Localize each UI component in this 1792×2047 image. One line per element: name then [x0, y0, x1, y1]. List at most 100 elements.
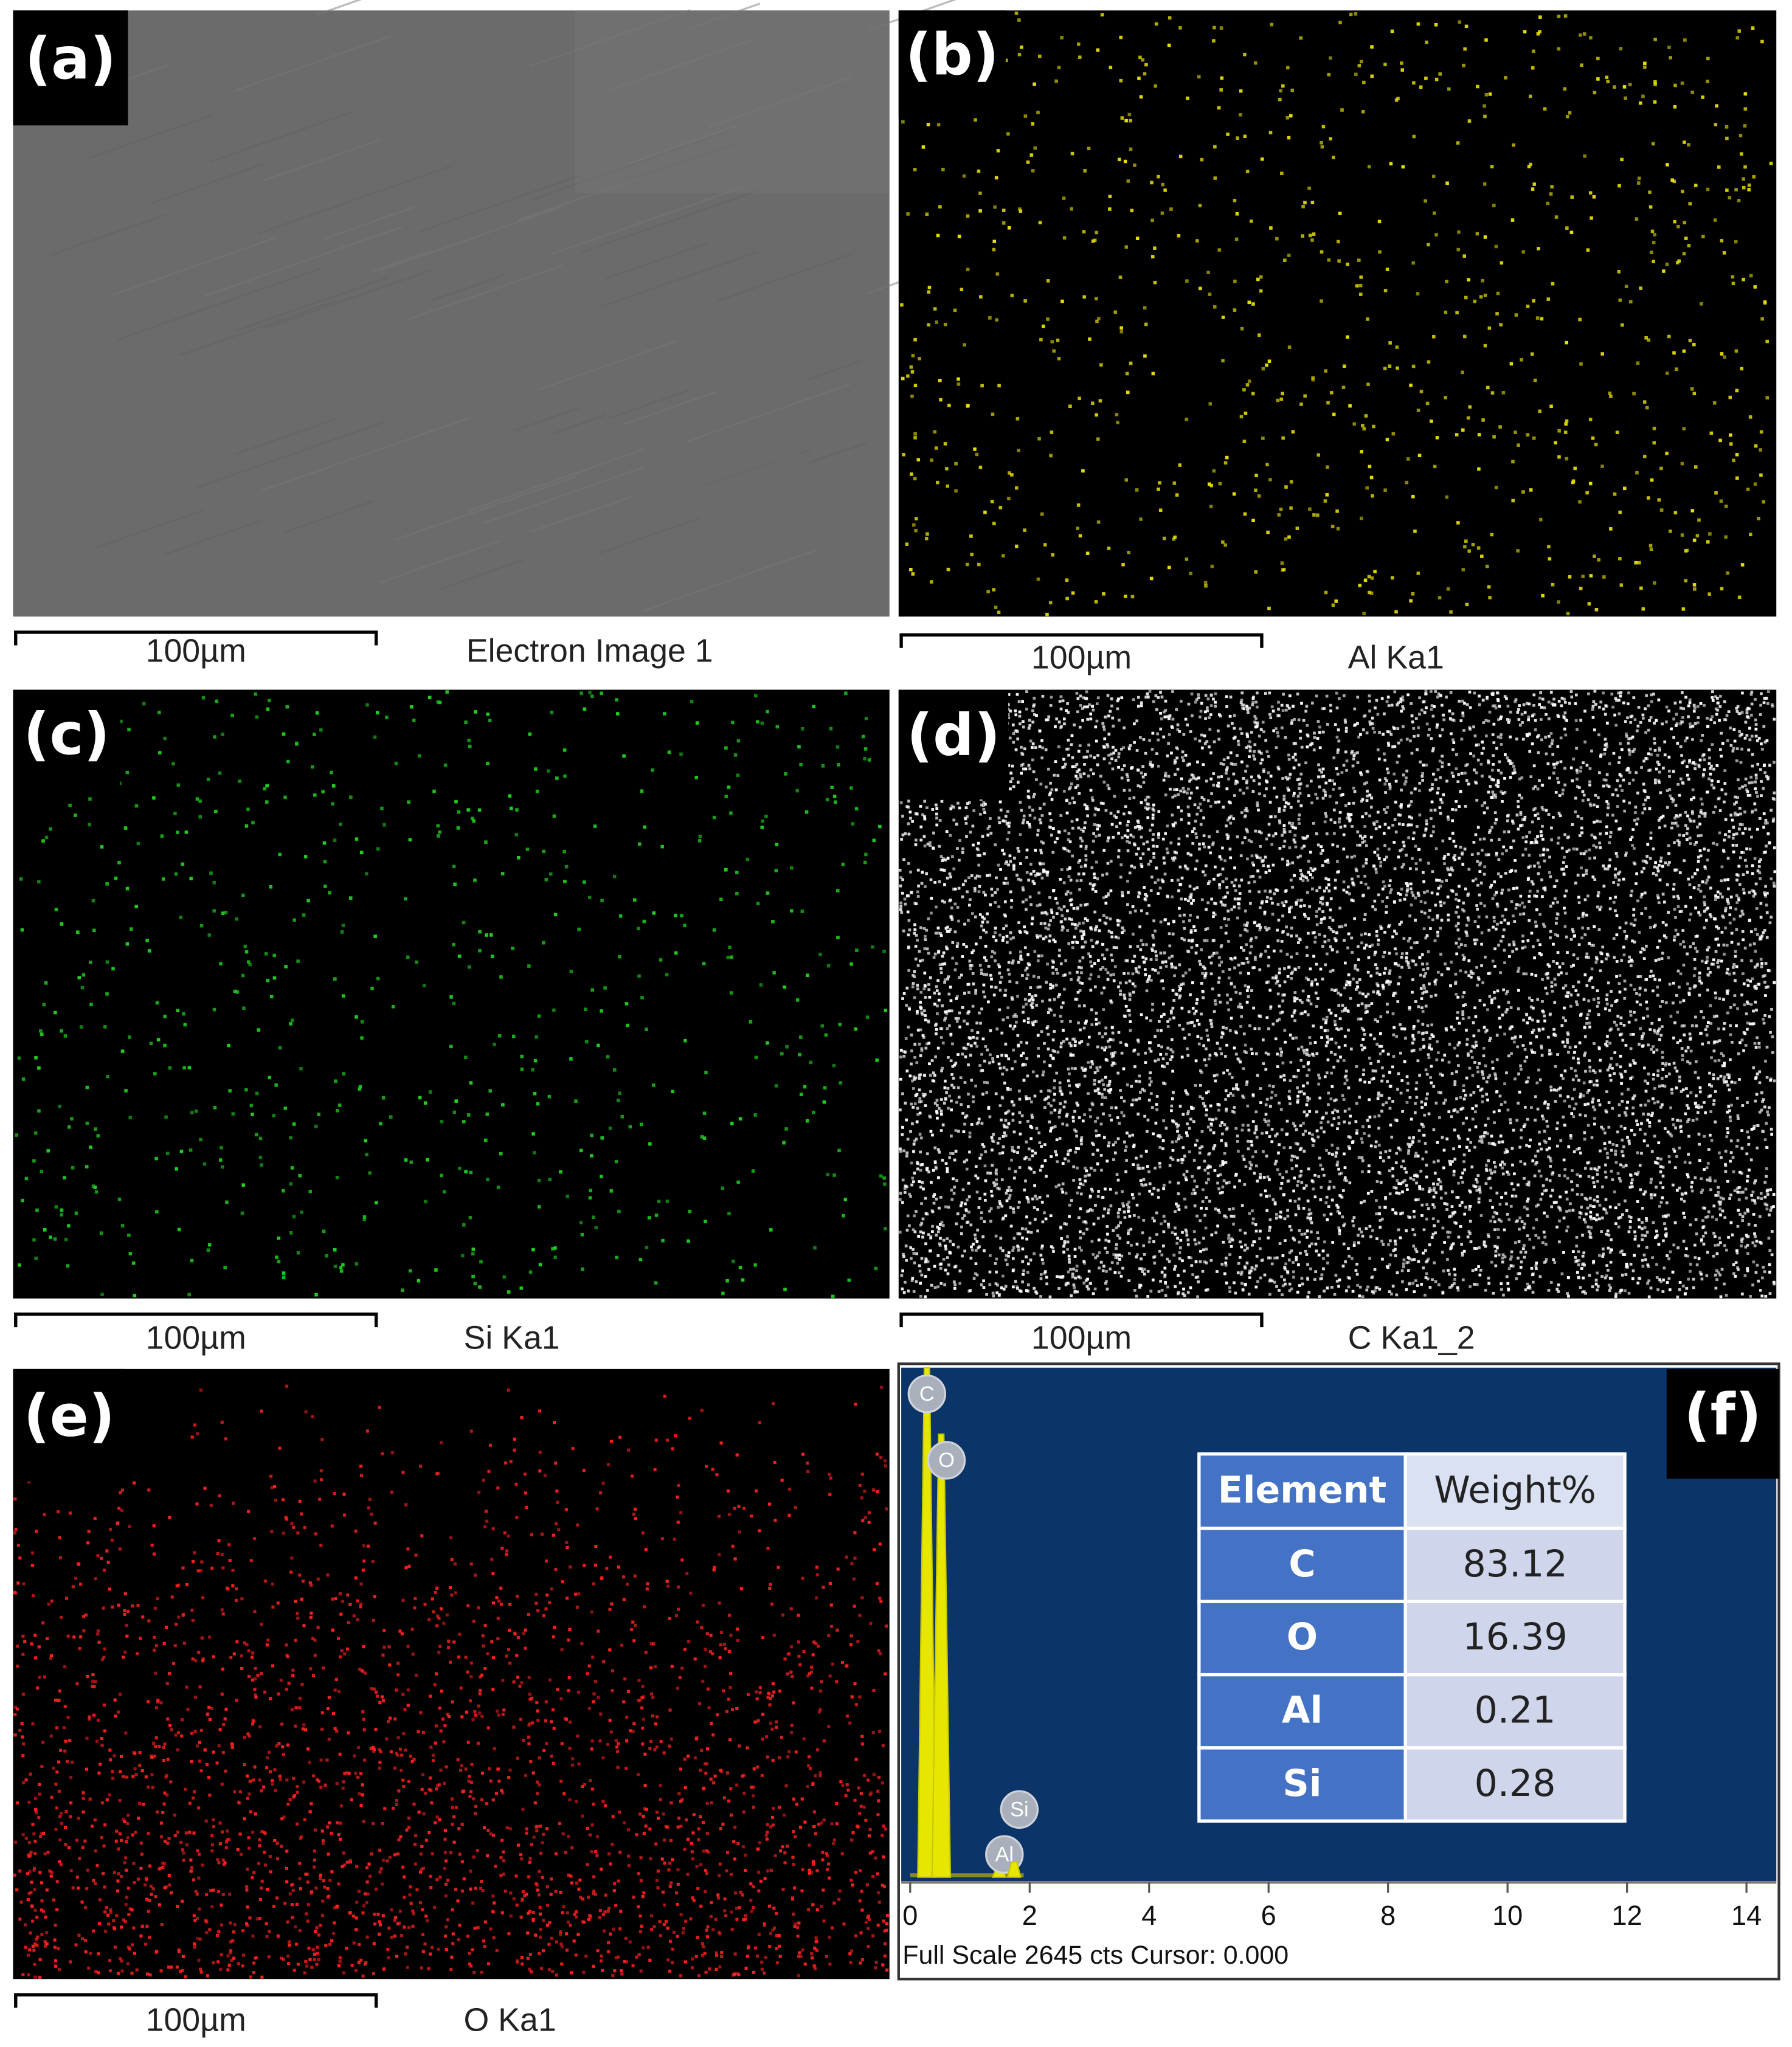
element-dot: [1210, 1233, 1214, 1237]
element-dot: [1564, 717, 1567, 721]
element-dot: [1733, 994, 1737, 997]
element-dot: [1588, 1021, 1591, 1025]
element-dot: [1577, 1250, 1580, 1254]
element-dot: [1550, 185, 1554, 188]
element-dot: [1446, 587, 1450, 591]
element-dot: [957, 377, 960, 381]
element-dot: [826, 964, 831, 968]
element-dot: [1060, 920, 1063, 923]
element-dot: [509, 806, 513, 810]
element-dot: [1416, 571, 1420, 575]
element-dot: [798, 1035, 803, 1039]
element-dot: [1160, 1253, 1164, 1257]
element-dot: [989, 1220, 992, 1223]
element-dot: [1361, 109, 1365, 114]
element-dot: [1552, 959, 1555, 963]
element-dot: [1468, 1128, 1472, 1132]
element-dot: [1304, 761, 1307, 765]
element-dot: [1719, 1196, 1723, 1200]
element-dot: [1723, 838, 1726, 842]
element-dot: [1280, 1051, 1284, 1054]
element-dot: [1710, 1139, 1714, 1142]
element-dot: [1040, 814, 1044, 817]
element-dot: [1041, 694, 1045, 698]
element-dot: [1088, 882, 1092, 886]
element-dot: [1629, 964, 1633, 967]
element-dot: [1483, 343, 1487, 348]
element-dot: [1028, 825, 1032, 829]
element-dot: [1324, 812, 1327, 815]
element-dot: [1214, 705, 1217, 708]
element-dot: [938, 1242, 941, 1246]
element-dot: [1633, 918, 1637, 922]
element-dot: [187, 1293, 191, 1297]
element-dot: [1759, 958, 1763, 961]
element-dot: [1173, 851, 1177, 854]
element-dot: [927, 285, 932, 289]
element-dot: [1298, 1229, 1301, 1232]
element-dot: [1364, 1006, 1368, 1010]
element-dot: [39, 1029, 43, 1033]
element-dot: [235, 917, 238, 921]
element-dot: [1357, 1156, 1361, 1159]
element-dot: [941, 1123, 945, 1127]
element-dot: [24, 1176, 29, 1181]
element-dot: [901, 833, 905, 837]
element-dot: [1413, 734, 1416, 738]
element-dot: [1050, 1008, 1053, 1012]
element-dot: [950, 1189, 953, 1192]
element-dot: [1589, 574, 1593, 578]
element-dot: [1292, 1189, 1295, 1193]
element-dot: [910, 1102, 913, 1106]
element-dot: [1410, 1143, 1413, 1146]
element-dot: [1349, 12, 1353, 16]
element-dot: [1583, 1263, 1586, 1267]
element-dot: [1089, 989, 1093, 992]
element-dot: [1627, 767, 1630, 770]
element-dot: [1434, 903, 1437, 907]
element-dot: [1636, 181, 1641, 185]
element-dot: [1025, 707, 1028, 711]
element-dot: [1617, 691, 1621, 695]
element-dot: [1659, 1165, 1662, 1168]
element-dot: [1667, 844, 1670, 847]
label-box: [13, 10, 128, 126]
element-dot: [1258, 830, 1261, 834]
element-dot: [1013, 1060, 1017, 1063]
element-dot: [584, 1040, 589, 1044]
element-dot: [319, 728, 323, 732]
element-dot: [587, 896, 592, 900]
element-dot: [1565, 1197, 1569, 1201]
element-dot: [1327, 1187, 1330, 1190]
element-dot: [1234, 782, 1237, 785]
element-dot: [997, 1187, 1001, 1190]
element-dot: [1772, 817, 1776, 821]
element-dot: [1712, 1077, 1715, 1080]
element-dot: [1091, 401, 1095, 406]
element-dot: [333, 977, 337, 981]
element-dot: [1395, 1035, 1399, 1038]
element-dot: [1477, 467, 1481, 471]
element-dot: [1206, 927, 1209, 930]
element-dot: [1290, 1158, 1293, 1162]
element-dot: [1652, 989, 1655, 993]
element-dot: [1593, 1071, 1597, 1074]
surface-streak: [581, 188, 761, 254]
element-dot: [1133, 1048, 1136, 1052]
element-dot: [1492, 925, 1495, 929]
element-dot: [1547, 545, 1551, 548]
element-dot: [1554, 1034, 1557, 1037]
element-dot: [1280, 171, 1284, 176]
element-dot: [1351, 1257, 1354, 1260]
element-dot: [1121, 562, 1125, 567]
element-dot: [85, 1165, 89, 1168]
element-dot: [994, 931, 997, 934]
element-dot: [1652, 872, 1655, 875]
element-dot: [1559, 760, 1563, 764]
element-dot: [1184, 971, 1188, 975]
element-dot: [1226, 837, 1230, 840]
element-dot: [1163, 1220, 1167, 1223]
element-dot: [954, 1129, 958, 1132]
element-dot: [1075, 1265, 1079, 1268]
element-dot: [863, 747, 868, 751]
